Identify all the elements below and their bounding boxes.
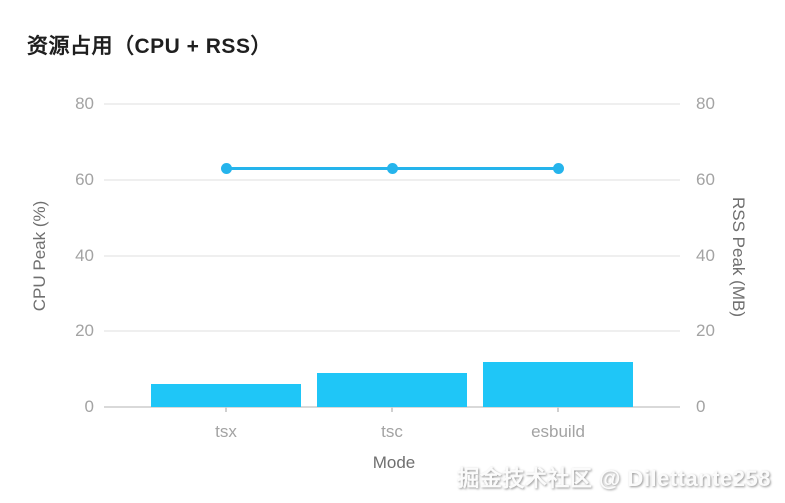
y-tick-label-right-20: 20 — [696, 321, 715, 341]
x-axis-title: Mode — [372, 453, 416, 472]
x-tick-label-tsc: tsc — [381, 422, 403, 441]
x-tick-mark-tsx — [225, 407, 227, 412]
y-tick-label-left-80: 80 — [75, 94, 94, 113]
y-tick-label-right-60: 60 — [696, 169, 715, 189]
y-tick-label-left-0: 0 — [84, 397, 94, 416]
y-tick-label-right-0: 0 — [696, 397, 706, 416]
gridline-y-60 — [104, 178, 680, 181]
y-tick-label-left-60: 60 — [75, 169, 94, 189]
gridline-y-20 — [104, 330, 680, 333]
y-tick-label-right-40: 40 — [696, 245, 715, 265]
watermark: 掘金技术社区 @ Dilettante258 — [457, 466, 771, 491]
x-tick-label-tsx: tsx — [215, 422, 237, 441]
line-marker-tsx — [220, 162, 232, 174]
line-segment — [226, 166, 392, 170]
line-marker-esbuild — [552, 162, 564, 174]
y-tick-label-right-80: 80 — [696, 94, 715, 113]
chart-title: 资源占用（CPU + RSS） — [27, 35, 272, 58]
plot-area — [104, 103, 680, 408]
x-tick-label-esbuild: esbuild — [531, 422, 585, 441]
bar-tsx — [151, 384, 301, 407]
x-tick-mark-tsc — [391, 407, 393, 412]
bar-esbuild — [483, 361, 633, 407]
x-tick-mark-esbuild — [557, 407, 559, 412]
bar-tsc — [317, 372, 467, 407]
line-marker-tsc — [386, 162, 398, 174]
y-tick-label-left-40: 40 — [75, 245, 94, 265]
gridline-y-40 — [104, 254, 680, 257]
line-segment — [392, 166, 558, 170]
gridline-y-80 — [104, 103, 680, 105]
y-tick-label-left-20: 20 — [75, 321, 94, 341]
